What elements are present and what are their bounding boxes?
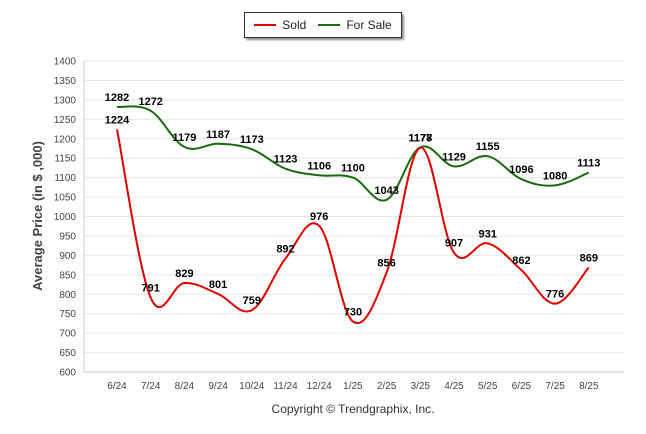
data-label-sold: 801 [209,279,227,291]
data-label-for-sale: 1080 [543,170,567,182]
data-label-sold: 907 [445,238,463,250]
y-tick-label: 700 [59,329,76,340]
y-tick-label: 1000 [54,212,77,223]
x-tick-label: 5/25 [478,381,498,392]
x-tick-label: 6/25 [512,381,532,392]
series-line-sold [116,129,590,325]
data-label-sold: 759 [243,295,261,307]
y-tick-label: 1250 [54,115,77,126]
data-label-for-sale: 1129 [442,151,466,163]
y-tick-label: 1400 [54,57,77,68]
x-tick-label: 2/25 [377,381,397,392]
legend: Sold For Sale [244,12,402,38]
y-tick-label: 600 [59,368,76,379]
copyright-text: Copyright © Trendgraphix, Inc. [271,402,435,416]
data-label-for-sale: 1282 [105,92,129,104]
x-tick-label: 7/24 [141,381,161,392]
data-label-for-sale: 1100 [341,163,365,175]
data-label-sold: 892 [276,243,294,255]
data-label-for-sale: 1173 [240,134,264,146]
y-tick-label: 900 [59,251,76,262]
data-label-for-sale: 1187 [206,129,230,141]
data-labels: 1224 791 829 801 759 892 976 730 856 1177 907 931 86… [105,92,601,319]
x-tick-label: 1/25 [343,381,363,392]
y-tick-label: 1300 [54,95,77,106]
data-label-for-sale: 1178 [408,132,432,144]
data-label-for-sale: 1123 [274,154,298,166]
legend-swatch-sold [254,24,277,26]
data-label-sold: 1177 [408,133,432,145]
legend-label-sold: Sold [282,18,307,32]
data-label-sold: 931 [479,228,497,240]
legend-swatch-for-sale [318,24,341,26]
data-label-sold: 791 [142,283,160,295]
y-tick-label: 800 [59,290,76,301]
x-tick-label: 8/24 [175,381,195,392]
data-label-sold: 862 [512,255,530,267]
y-axis-label: Average Price (in $ ,000) [30,141,45,291]
y-tick-label: 750 [59,309,76,320]
x-tick-label: 7/25 [545,381,565,392]
data-label-for-sale: 1043 [374,185,398,197]
data-label-for-sale: 1155 [476,141,500,153]
legend-item-for-sale[interactable]: For Sale [318,18,392,32]
x-tick-label: 11/24 [273,381,298,392]
data-label-sold: 776 [546,289,564,301]
y-tick-label: 650 [59,348,76,359]
data-label-for-sale: 1106 [307,160,331,172]
y-tick-label: 1350 [54,76,77,87]
y-tick-label: 1100 [54,173,76,184]
data-label-sold: 829 [175,268,193,280]
y-tick-label: 1200 [54,134,77,145]
data-label-sold: 730 [344,306,362,318]
data-label-for-sale: 1113 [577,158,600,170]
y-tick-label: 950 [59,231,76,242]
x-tick-label: 6/24 [107,381,127,392]
grid-lines [83,60,624,373]
y-tick-label: 1150 [54,154,76,165]
x-tick-label: 10/24 [239,381,264,392]
series-lines [116,105,590,325]
legend-label-for-sale: For Sale [346,18,392,32]
x-tick-label: 12/24 [307,381,332,392]
data-label-sold: 976 [310,211,328,223]
x-tick-label: 9/24 [208,381,228,392]
legend-item-sold[interactable]: Sold [254,18,306,32]
data-label-sold: 1224 [105,114,130,126]
data-label-for-sale: 1179 [172,132,196,144]
y-tick-label: 850 [59,270,76,281]
x-tick-label: 3/25 [411,381,431,392]
x-tick-label: 8/25 [579,381,599,392]
y-axis-ticks: 600 650 700 750 800 850 900 950 1000 1050 1100 1150… [54,57,77,379]
data-label-for-sale: 1272 [138,96,162,108]
data-label-for-sale: 1096 [509,164,533,176]
y-tick-label: 1050 [54,193,77,204]
x-tick-label: 4/25 [444,381,464,392]
x-axis-ticks: 6/24 7/24 8/24 9/24 10/24 11/24 12/24 1/25 2/25 3… [107,381,599,392]
series-line-for-sale [116,105,590,202]
data-label-sold: 869 [580,252,598,264]
data-label-sold: 856 [377,257,395,269]
